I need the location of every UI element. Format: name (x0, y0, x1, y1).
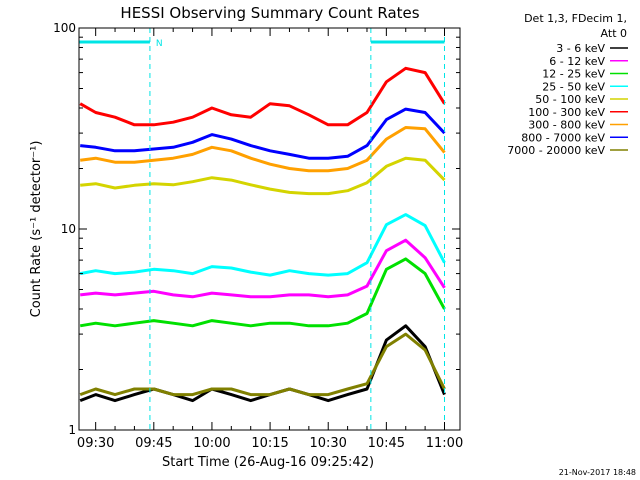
series-line-3 (79, 213, 446, 277)
plot-frame (78, 27, 461, 431)
marker-layer: N (79, 28, 445, 430)
legend-label-7: 800 - 7000 keV (521, 131, 605, 144)
series-line-5 (79, 66, 446, 127)
series-line-0 (79, 324, 446, 403)
series-line-7 (80, 107, 446, 160)
x-tick-label-6: 11:00 (426, 436, 463, 451)
series-line-8 (79, 332, 446, 397)
y-tick-label-2: 100 (53, 21, 76, 35)
x-tick-label-4: 10:30 (309, 436, 346, 451)
chart-title: HESSI Observing Summary Count Rates (120, 4, 419, 22)
x-tick-label-1: 09:45 (135, 436, 172, 451)
x-axis: 09:30 09:45 10:00 10:15 10:30 10:45 11:00 (77, 28, 463, 451)
y-tick-label-1: 10 (61, 222, 76, 236)
x-tick-label-0: 09:30 (77, 436, 114, 451)
legend-label-1: 6 - 12 keV (549, 55, 605, 68)
legend-header-line-2: Att 0 (601, 27, 627, 40)
y-tick-label-0: 1 (68, 423, 76, 437)
legend-label-6: 300 - 800 keV (528, 119, 605, 132)
legend-label-5: 100 - 300 keV (528, 106, 605, 119)
series-line-6 (80, 126, 446, 173)
series-line-1 (80, 238, 446, 299)
marker-label: N (156, 39, 163, 49)
x-tick-label-2: 10:00 (193, 436, 230, 451)
series-layer (79, 66, 446, 403)
legend-label-2: 12 - 25 keV (542, 68, 605, 81)
legend-label-8: 7000 - 20000 keV (507, 144, 605, 157)
x-axis-label: Start Time (26-Aug-16 09:25:42) (162, 455, 374, 470)
x-tick-label-5: 10:45 (368, 436, 405, 451)
timestamp: 21-Nov-2017 18:48 (559, 468, 636, 477)
y-axis-label: Count Rate (s⁻¹ detector⁻¹) (29, 141, 44, 318)
series-line-2 (79, 257, 446, 328)
y-axis: 1 10 100 (53, 21, 460, 437)
series-line-4 (80, 156, 446, 196)
legend-label-3: 25 - 50 keV (542, 80, 605, 93)
x-tick-label-3: 10:15 (251, 436, 288, 451)
legend-header-line-1: Det 1,3, FDecim 1, (524, 12, 627, 25)
legend-label-0: 3 - 6 keV (556, 42, 605, 55)
legend-label-4: 50 - 100 keV (535, 93, 605, 106)
